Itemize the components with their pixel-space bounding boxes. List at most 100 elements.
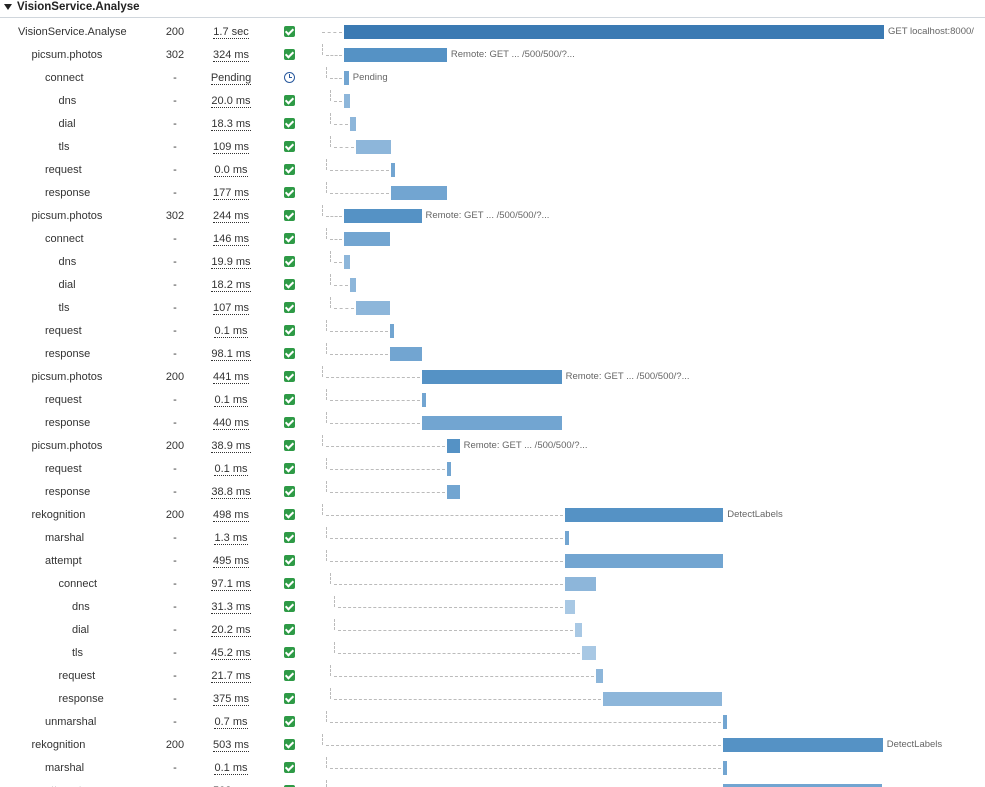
duration-link[interactable]: 109 ms [212,141,250,154]
duration-link[interactable]: 503 ms [212,739,250,752]
trace-row[interactable]: dial - 18.3 ms [0,113,985,136]
span-bar[interactable] [722,738,883,752]
trace-row[interactable]: attempt - 495 ms [0,550,985,573]
span-bar[interactable] [421,370,562,384]
span-bar[interactable] [722,784,883,787]
trace-row[interactable]: request - 0.0 ms [0,159,985,182]
trace-row[interactable]: dns - 19.9 ms [0,251,985,274]
duration-link[interactable]: 324 ms [212,49,250,62]
duration-link[interactable]: 244 ms [212,210,250,223]
duration-link[interactable]: 495 ms [212,555,250,568]
trace-row[interactable]: dns - 20.0 ms [0,90,985,113]
span-bar[interactable] [565,577,597,591]
trace-row[interactable]: response - 38.8 ms [0,481,985,504]
trace-row[interactable]: response - 98.1 ms [0,343,985,366]
duration-link[interactable]: 1.3 ms [214,532,248,545]
span-bar[interactable] [344,25,884,39]
trace-row[interactable]: picsum.photos 200 38.9 ms Remote: GET ... /… [0,435,985,458]
span-bar[interactable] [344,48,447,62]
trace-row[interactable]: response - 177 ms [0,182,985,205]
trace-row[interactable]: picsum.photos 302 324 ms Remote: GET ... /5… [0,44,985,67]
trace-row[interactable]: dial - 18.2 ms [0,274,985,297]
duration-link[interactable]: Pending [210,72,252,85]
span-bar[interactable] [344,209,422,223]
trace-row[interactable]: request - 0.1 ms [0,320,985,343]
duration-link[interactable]: 38.8 ms [211,486,251,499]
span-bar[interactable] [344,94,351,108]
trace-row[interactable]: attempt - 502 ms [0,780,985,787]
span-bar[interactable] [421,416,562,430]
trace-row[interactable]: connect - 97.1 ms [0,573,985,596]
span-bar[interactable] [390,163,395,177]
span-bar[interactable] [603,692,723,706]
trace-row[interactable]: tls - 109 ms [0,136,985,159]
duration-link[interactable]: 0.0 ms [214,164,248,177]
trace-row[interactable]: request - 0.1 ms [0,389,985,412]
duration-link[interactable]: 21.7 ms [211,670,251,683]
duration-link[interactable]: 18.3 ms [211,118,251,131]
span-bar[interactable] [356,140,391,154]
trace-row[interactable]: picsum.photos 200 441 ms Remote: GET ... /5… [0,366,985,389]
duration-link[interactable]: 0.1 ms [214,394,248,407]
span-bar[interactable] [447,485,460,499]
span-bar[interactable] [722,761,727,775]
trace-row[interactable]: rekognition 200 498 ms DetectLabels [0,504,985,527]
span-bar[interactable] [565,508,724,522]
duration-link[interactable]: 45.2 ms [211,647,251,660]
duration-link[interactable]: 107 ms [212,302,250,315]
duration-link[interactable]: 0.1 ms [214,325,248,338]
duration-link[interactable]: 38.9 ms [211,440,251,453]
span-bar[interactable] [596,669,604,683]
span-bar[interactable] [344,71,349,85]
duration-link[interactable]: 498 ms [212,509,250,522]
trace-row[interactable]: connect - 146 ms [0,228,985,251]
span-bar[interactable] [356,301,391,315]
duration-link[interactable]: 440 ms [212,417,250,430]
span-bar[interactable] [447,462,452,476]
duration-link[interactable]: 502 ms [212,785,250,787]
duration-link[interactable]: 20.0 ms [211,95,251,108]
span-bar[interactable] [390,186,447,200]
duration-link[interactable]: 146 ms [212,233,250,246]
duration-link[interactable]: 97.1 ms [211,578,251,591]
duration-link[interactable]: 1.7 sec [213,26,249,39]
duration-link[interactable]: 441 ms [212,371,250,384]
duration-link[interactable]: 0.1 ms [214,463,248,476]
span-bar[interactable] [447,439,460,453]
span-bar[interactable] [344,232,391,246]
trace-row[interactable]: dial - 20.2 ms [0,619,985,642]
trace-row[interactable]: rekognition 200 503 ms DetectLabels [0,734,985,757]
span-bar[interactable] [565,554,723,568]
span-bar[interactable] [575,623,582,637]
trace-row[interactable]: VisionService.Analyse 200 1.7 sec GET local… [0,21,985,44]
span-bar[interactable] [350,278,357,292]
duration-link[interactable]: 18.2 ms [211,279,251,292]
span-bar[interactable] [722,715,727,729]
span-bar[interactable] [565,531,570,545]
trace-row[interactable]: unmarshal - 0.7 ms [0,711,985,734]
span-bar[interactable] [390,347,422,361]
trace-row[interactable]: connect - Pending Pending [0,67,985,90]
trace-row[interactable]: request - 21.7 ms [0,665,985,688]
trace-row[interactable]: dns - 31.3 ms [0,596,985,619]
duration-link[interactable]: 31.3 ms [211,601,251,614]
span-bar[interactable] [390,324,395,338]
duration-link[interactable]: 375 ms [212,693,250,706]
section-header[interactable]: VisionService.Analyse [0,0,985,18]
span-bar[interactable] [581,646,597,660]
duration-link[interactable]: 0.7 ms [214,716,248,729]
trace-row[interactable]: response - 440 ms [0,412,985,435]
trace-row[interactable]: marshal - 1.3 ms [0,527,985,550]
span-bar[interactable] [344,255,351,269]
trace-row[interactable]: request - 0.1 ms [0,458,985,481]
span-bar[interactable] [350,117,357,131]
caret-down-icon[interactable] [4,4,12,10]
trace-row[interactable]: tls - 107 ms [0,297,985,320]
trace-row[interactable]: marshal - 0.1 ms [0,757,985,780]
duration-link[interactable]: 98.1 ms [211,348,251,361]
trace-row[interactable]: tls - 45.2 ms [0,642,985,665]
trace-row[interactable]: response - 375 ms [0,688,985,711]
span-bar[interactable] [421,393,426,407]
duration-link[interactable]: 20.2 ms [211,624,251,637]
span-bar[interactable] [565,600,576,614]
